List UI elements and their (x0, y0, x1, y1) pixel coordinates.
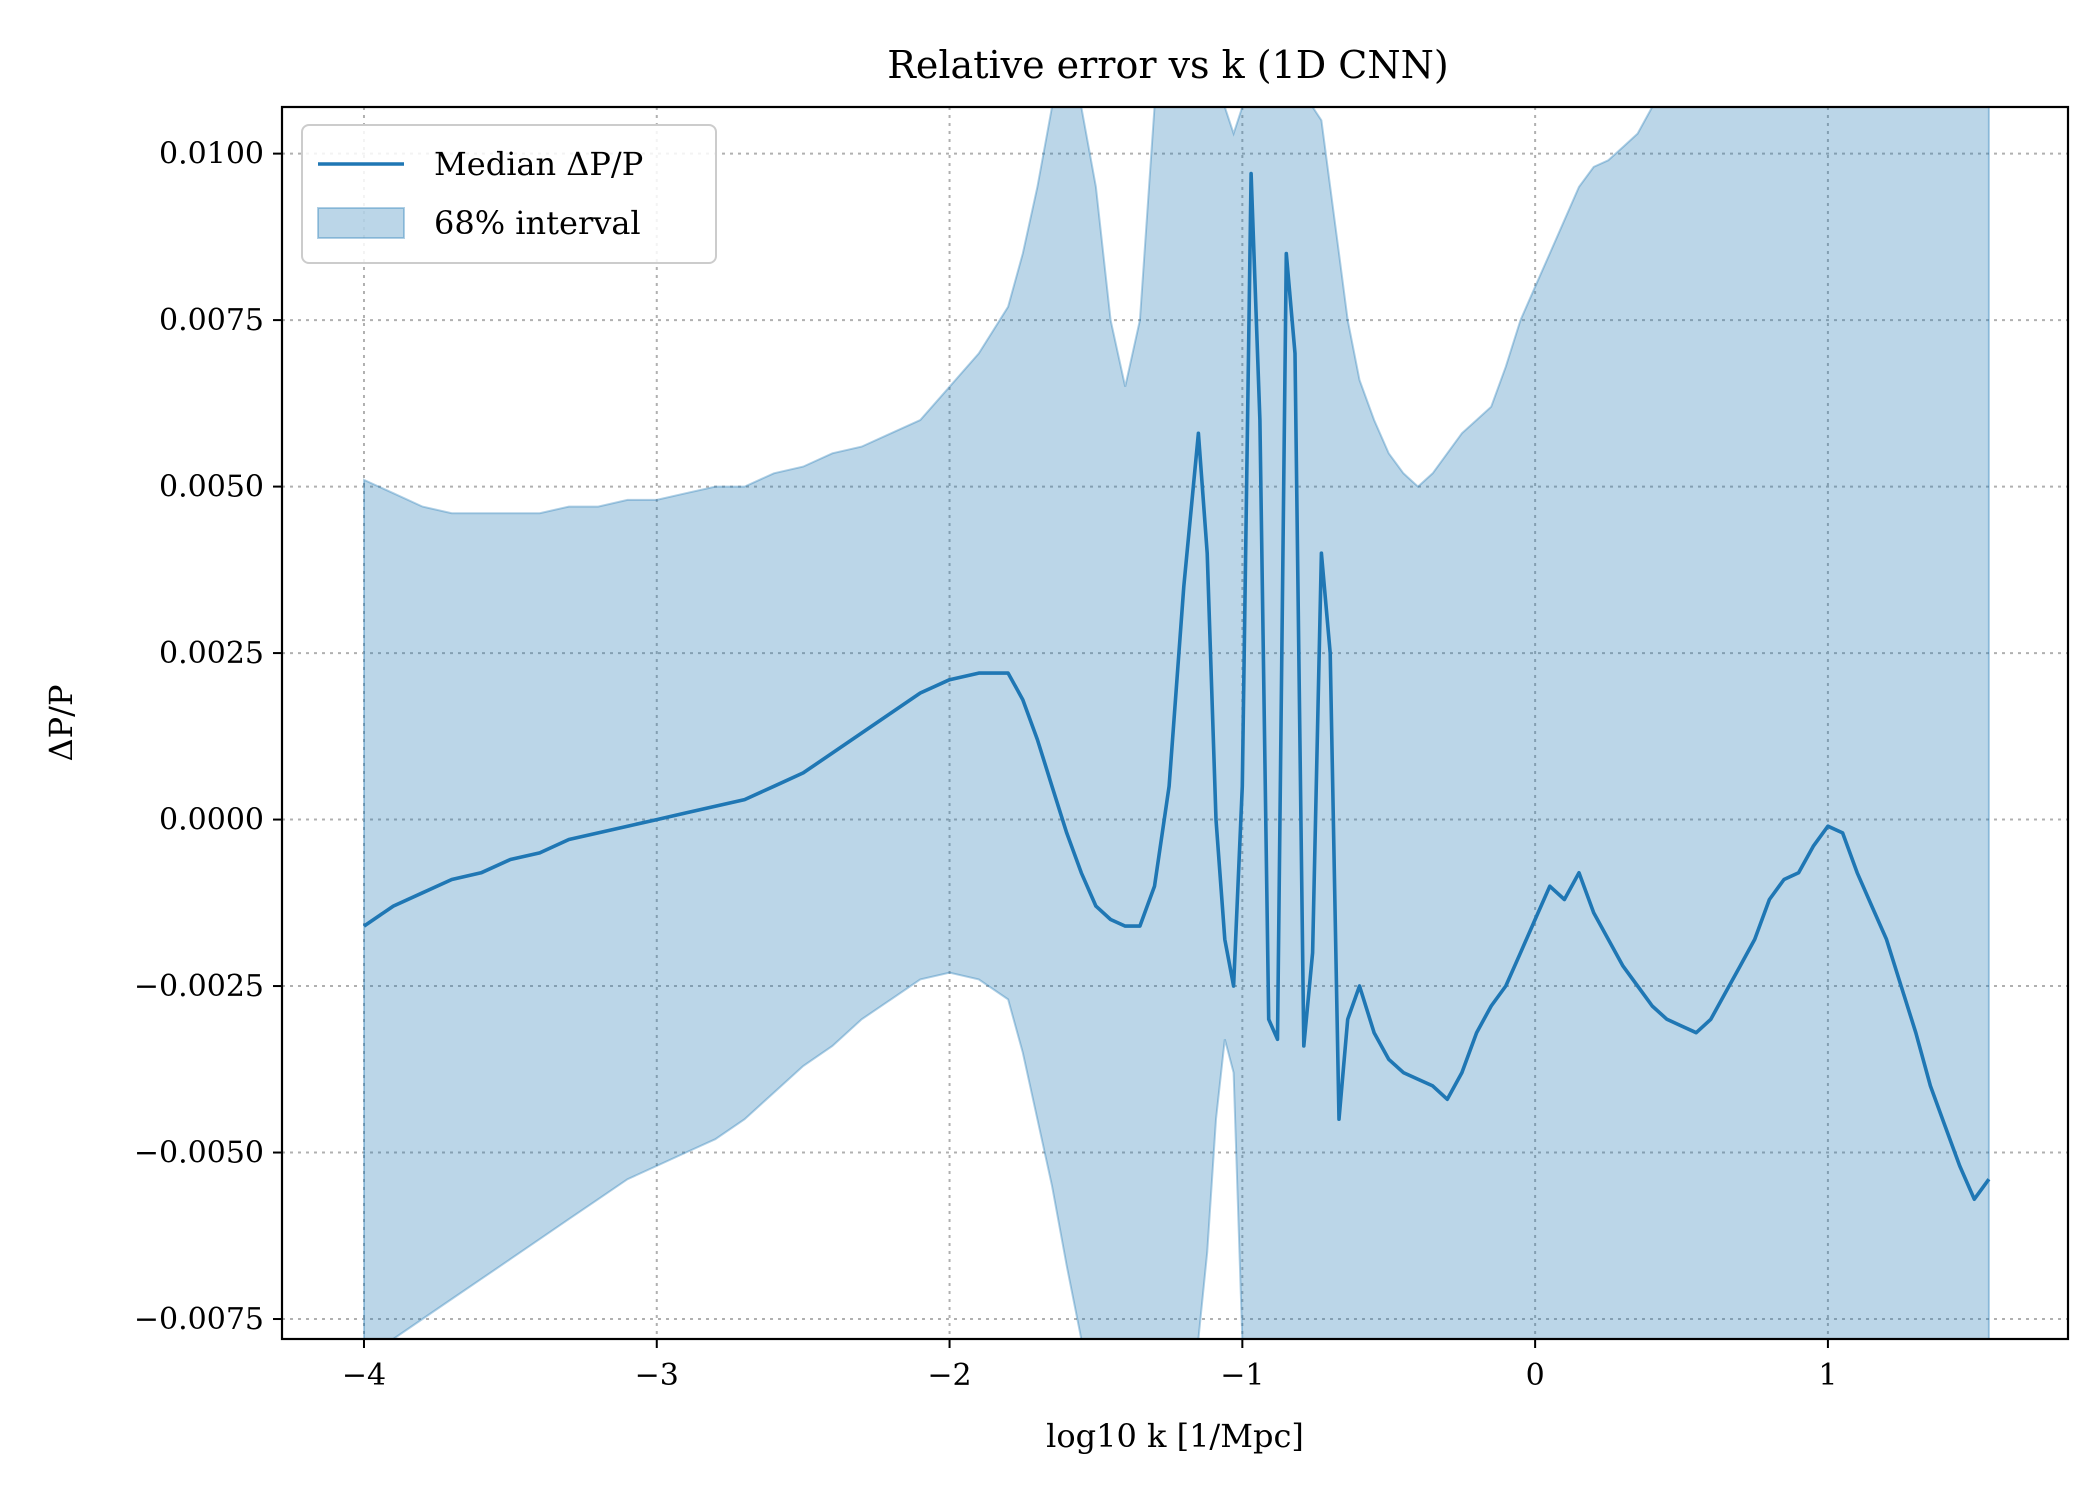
y-tick-label: −0.0025 (134, 969, 264, 1004)
interval-band (363, 107, 1990, 1339)
y-tick-label: −0.0075 (134, 1302, 264, 1337)
legend-label-median: Median ΔP/P (434, 145, 643, 183)
x-tick-label: 1 (1818, 1358, 1837, 1393)
legend-label-interval: 68% interval (434, 204, 641, 242)
median-line (362, 171, 1991, 1201)
y-tick-label: 0.0050 (159, 470, 264, 505)
x-axis: −4 −3 −2 −1 0 1 (342, 1339, 1837, 1393)
legend-box (301, 124, 717, 264)
legend-band-swatch (317, 207, 405, 239)
y-tick-label: 0.0100 (159, 137, 264, 172)
y-tick-label: −0.0050 (134, 1136, 264, 1171)
x-tick-label: −4 (342, 1358, 386, 1393)
y-axis: −0.0075 −0.0050 −0.0025 0.0000 0.0025 0.0050 0… (134, 137, 282, 1337)
x-axis-label: log10 k [1/Mpc] (1046, 1417, 1304, 1455)
x-tick-label: −2 (927, 1358, 971, 1393)
x-tick-label: −1 (1220, 1358, 1264, 1393)
x-tick-label: 0 (1526, 1358, 1545, 1393)
y-axis-label: ΔP/P (42, 685, 80, 762)
plot-frame (280, 105, 2070, 1341)
y-tick-label: 0.0000 (159, 803, 264, 838)
legend: Median ΔP/P 68% interval (301, 124, 717, 264)
chart-title: Relative error vs k (1D CNN) (887, 43, 1448, 87)
y-tick-label: 0.0075 (159, 303, 264, 338)
y-tick-label: 0.0025 (159, 636, 264, 671)
x-tick-label: −3 (635, 1358, 679, 1393)
